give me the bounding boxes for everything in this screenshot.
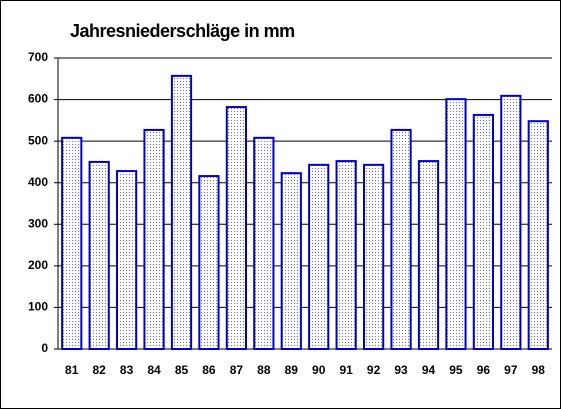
x-tick-label: 85: [175, 363, 189, 377]
y-tick-label: 200: [28, 258, 48, 272]
x-tick-label: 97: [504, 363, 518, 377]
bar: [116, 170, 138, 350]
y-tick-label: 100: [28, 300, 48, 314]
x-tick-label: 84: [147, 363, 161, 377]
y-tick-label: 400: [28, 175, 48, 189]
x-tick-label: 95: [449, 363, 463, 377]
x-tick-label: 98: [532, 363, 546, 377]
bar: [88, 160, 110, 350]
y-tick-label: 300: [28, 216, 48, 230]
bar: [225, 106, 247, 350]
bar: [143, 128, 165, 350]
x-tick-label: 89: [285, 363, 299, 377]
bar: [170, 74, 193, 351]
x-tick-label: 83: [120, 363, 134, 377]
x-tick-label: 88: [257, 363, 271, 377]
bar: [363, 163, 385, 350]
y-tick-label: 600: [28, 92, 48, 106]
x-tick-label: 94: [422, 363, 436, 377]
x-tick-label: 87: [230, 363, 244, 377]
bar: [445, 98, 467, 350]
y-tick-label: 500: [28, 133, 48, 147]
y-tick-label: 700: [28, 50, 48, 64]
x-tick-label: 90: [312, 363, 326, 377]
x-tick-label: 92: [367, 363, 381, 377]
x-tick-label: 81: [65, 363, 79, 377]
bar: [417, 160, 440, 350]
bar: [500, 94, 522, 350]
bar: [390, 128, 412, 350]
chart-title: Jahresniederschläge in mm: [70, 21, 295, 41]
bar: [253, 136, 275, 350]
bar: [61, 136, 83, 350]
x-tick-label: 82: [92, 363, 106, 377]
bar: [527, 120, 549, 350]
bar: [472, 113, 494, 351]
bar: [308, 163, 330, 350]
x-tick-label: 96: [477, 363, 491, 377]
y-tick-label: 0: [41, 341, 48, 355]
bar: [280, 172, 302, 350]
x-tick-label: 86: [202, 363, 216, 377]
bar: [198, 175, 220, 350]
bar: [335, 160, 357, 350]
x-tick-label: 93: [394, 363, 408, 377]
x-tick-label: 91: [339, 363, 353, 377]
